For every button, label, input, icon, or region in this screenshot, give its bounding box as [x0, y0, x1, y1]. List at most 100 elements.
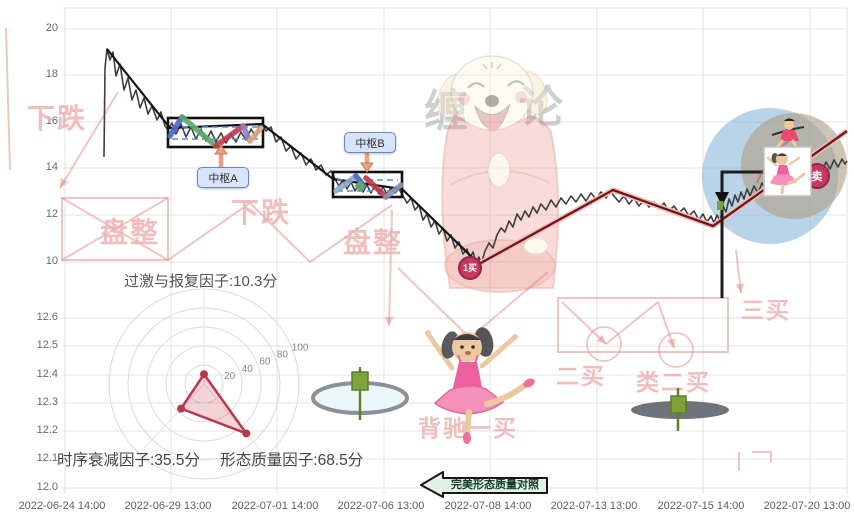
- mascot-cheek-right: [515, 91, 527, 103]
- x-tick-label: 2022-07-13 13:00: [550, 500, 638, 512]
- watermark-text: 下跌: [27, 103, 87, 134]
- badge-circle: [458, 256, 482, 280]
- radar-vertex-dot: [242, 429, 251, 438]
- thumb-ballerina-arms: [766, 156, 801, 167]
- thumb-ballerina-hair: [777, 153, 787, 156]
- ballerina-bodice: [452, 362, 483, 392]
- thumb-ballerina-bodice: [776, 165, 790, 177]
- pen-segment: [383, 182, 404, 200]
- radar-ring-label: 40: [242, 364, 254, 375]
- badge-text: 1买: [463, 263, 477, 273]
- y-tick-label: 18: [45, 68, 58, 80]
- ballerina-hand-right: [512, 334, 518, 340]
- decay-factor-label: 时序衰减因子:35.5分: [57, 452, 200, 469]
- watermark-text: 三买: [741, 297, 791, 323]
- quality-factor-label: 形态质量因子:68.5分: [220, 452, 364, 469]
- watermark-text-layer: 下跌盘整下跌盘整三买二买类二买背驰一买缠论: [27, 83, 791, 441]
- radar-spoke: [203, 383, 267, 457]
- watermark-text: 类二买: [636, 369, 711, 395]
- chan-segments-line: [106, 48, 480, 265]
- radar-vertex-dot: [177, 404, 186, 413]
- watermark-stroke: [167, 201, 393, 264]
- bottom-factors-row: 时序衰减因子:35.5分 形态质量因子:68.5分: [57, 448, 379, 470]
- watermark-circle: [586, 326, 622, 362]
- radar-vertex-dot: [200, 370, 208, 379]
- logo-watermark-text: 缠: [424, 87, 468, 136]
- mascot-foot: [523, 237, 549, 255]
- watermark-rect: [557, 297, 729, 353]
- overreaction-factor-label: 过激与报复因子:10.3分: [124, 273, 278, 290]
- ballerina-leg-raised: [484, 383, 527, 407]
- watermark-arrow-head: [384, 316, 394, 326]
- pill-arrows-layer: [214, 144, 374, 173]
- y2-tick-label: 12.1: [36, 452, 58, 464]
- zhongshu-a-label: 中枢A: [197, 167, 249, 188]
- watermark-arrow-shaft: [59, 91, 119, 189]
- mini-dancer-dress: [780, 130, 799, 141]
- mascot-nose: [485, 95, 499, 107]
- pill-arrow-head: [214, 144, 228, 155]
- radar-polygon: [179, 372, 248, 435]
- candle-body: [670, 395, 687, 414]
- mascot-tongue: [486, 116, 500, 132]
- watermark-arrow-shaft: [388, 209, 393, 327]
- thumb-ballerina-leg-raised: [787, 172, 806, 185]
- mascot-praying-hands: [487, 152, 511, 188]
- y-tick-label: 12: [45, 208, 58, 220]
- ballerina-shoe-standing: [463, 432, 471, 444]
- pen-segment: [167, 114, 185, 139]
- x-tick-label: 2022-07-15 14:00: [657, 500, 745, 512]
- x-tick-label: 2022-06-29 13:00: [124, 500, 212, 512]
- ballerina-hand-left: [425, 330, 431, 336]
- pattern-thumbnail-box[interactable]: [763, 146, 812, 197]
- banner-arrow-shape: [420, 471, 548, 498]
- y2-tick-label: 12.3: [36, 396, 58, 408]
- y-tick-label: 10: [45, 255, 58, 267]
- pen-segment: [363, 175, 389, 200]
- watermark-arrow-head: [735, 283, 745, 293]
- ballerina-leg-standing: [464, 409, 472, 437]
- watermark-rect: [61, 197, 169, 261]
- watermark-shapes-layer: [5, 27, 772, 471]
- x-tick-label: 2022-07-20 13:00: [763, 500, 851, 512]
- zhongshu-boxes-layer: [166, 114, 404, 200]
- mini-dancer-hair: [784, 118, 795, 121]
- perfect-pattern-compare-button[interactable]: 完美形态质量对照: [451, 479, 539, 491]
- buy-point-markers-layer: [311, 367, 729, 431]
- pen-segment: [213, 123, 246, 149]
- watermark-stroke: [605, 301, 659, 345]
- mascot-stitches: [482, 62, 502, 70]
- mascot-eyes: [467, 80, 525, 89]
- pen-segment: [333, 173, 359, 194]
- radar-ring-label: 20: [224, 371, 236, 382]
- y2-tick-label: 12.2: [36, 424, 58, 436]
- watermark-text: 盘整: [343, 226, 403, 258]
- watermark-stroke: [5, 27, 11, 171]
- ballerina-arm-right: [479, 335, 517, 369]
- x-tick-label: 2022-07-08 14:00: [444, 500, 532, 512]
- ballerina-tutu: [433, 385, 505, 415]
- watermark-arrow-head: [596, 334, 606, 344]
- watermark-text: 盘整: [100, 216, 160, 248]
- x-tick-label: 2022-07-06 13:00: [337, 500, 425, 512]
- x-tick-label: 2022-06-24 14:00: [18, 500, 106, 512]
- y2-tick-label: 12.6: [36, 311, 58, 323]
- pill-arrow-head: [360, 162, 374, 173]
- buy1-badge-layer: 1买: [458, 256, 482, 280]
- radar-ring-label: 60: [259, 357, 271, 368]
- mascot-robe: [441, 114, 560, 289]
- zhongshu-b-label: 中枢B: [344, 132, 396, 153]
- mascot-head: [450, 55, 534, 131]
- badge-text: 卖: [812, 169, 823, 183]
- mini-dancer-head: [784, 120, 794, 130]
- mascot-ear-right: [518, 71, 548, 115]
- mascot-arms: [449, 170, 551, 186]
- candle-body: [351, 371, 369, 391]
- green-diamond-marker: [354, 180, 366, 192]
- watermark-arrow-shaft: [561, 301, 607, 345]
- watermark-arrow-head: [60, 178, 69, 188]
- watermark-text: 下跌: [231, 197, 291, 228]
